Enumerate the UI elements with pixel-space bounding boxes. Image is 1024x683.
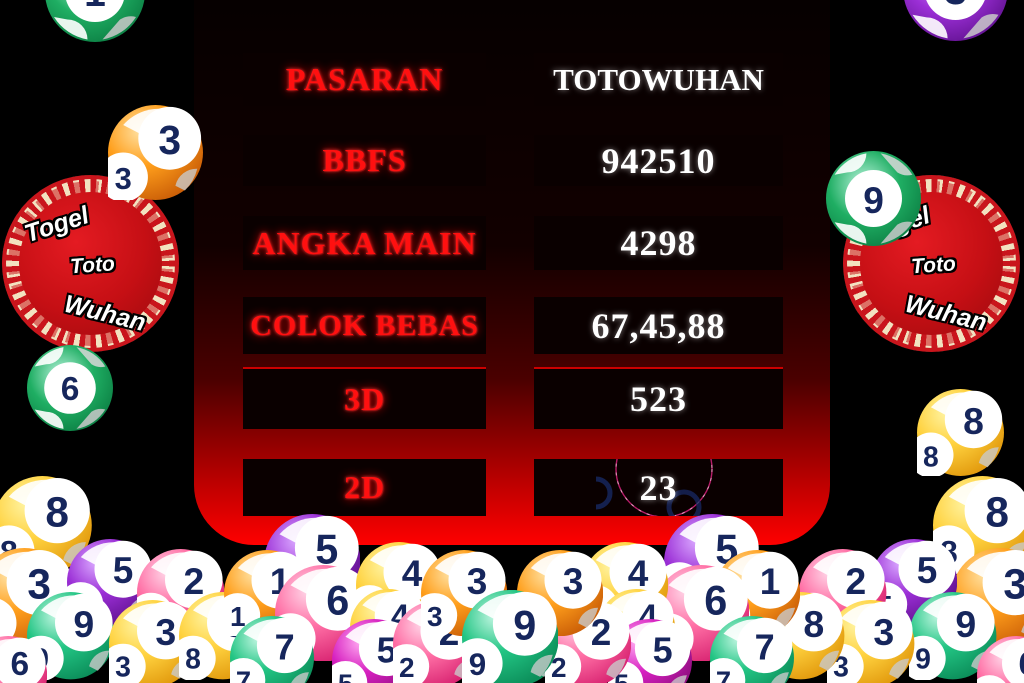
svg-text:7: 7	[755, 626, 775, 667]
svg-text:3: 3	[158, 116, 181, 162]
svg-text:5: 5	[917, 550, 938, 591]
svg-text:1: 1	[84, 0, 106, 15]
svg-text:8: 8	[923, 440, 939, 472]
svg-text:5: 5	[338, 668, 353, 683]
svg-text:8: 8	[185, 644, 201, 676]
svg-text:3: 3	[156, 611, 177, 653]
svg-text:2: 2	[846, 560, 867, 602]
svg-text:5: 5	[113, 550, 134, 591]
svg-text:9: 9	[863, 178, 884, 220]
svg-text:3: 3	[563, 561, 584, 602]
svg-text:3: 3	[114, 160, 131, 195]
svg-text:7: 7	[275, 626, 295, 667]
svg-text:9: 9	[956, 603, 977, 645]
svg-text:2: 2	[399, 652, 415, 683]
svg-text:7: 7	[236, 665, 251, 683]
svg-text:3: 3	[1003, 560, 1024, 607]
svg-text:9: 9	[74, 603, 95, 645]
svg-text:6: 6	[10, 646, 29, 683]
svg-text:9: 9	[513, 602, 536, 648]
svg-text:6: 6	[61, 371, 80, 408]
svg-text:9: 9	[915, 644, 931, 676]
svg-text:8: 8	[963, 399, 984, 441]
svg-text:3: 3	[115, 652, 131, 683]
svg-text:9: 9	[468, 647, 485, 682]
svg-text:8: 8	[45, 488, 69, 535]
svg-text:8: 8	[985, 488, 1009, 535]
svg-text:3: 3	[427, 601, 443, 632]
svg-text:5: 5	[653, 629, 673, 670]
svg-text:6: 6	[1018, 646, 1024, 683]
svg-text:1: 1	[760, 561, 781, 602]
svg-text:3: 3	[874, 611, 895, 653]
svg-text:8: 8	[804, 603, 825, 645]
svg-text:7: 7	[716, 665, 731, 683]
svg-text:6: 6	[326, 577, 349, 623]
svg-text:3: 3	[944, 0, 967, 13]
